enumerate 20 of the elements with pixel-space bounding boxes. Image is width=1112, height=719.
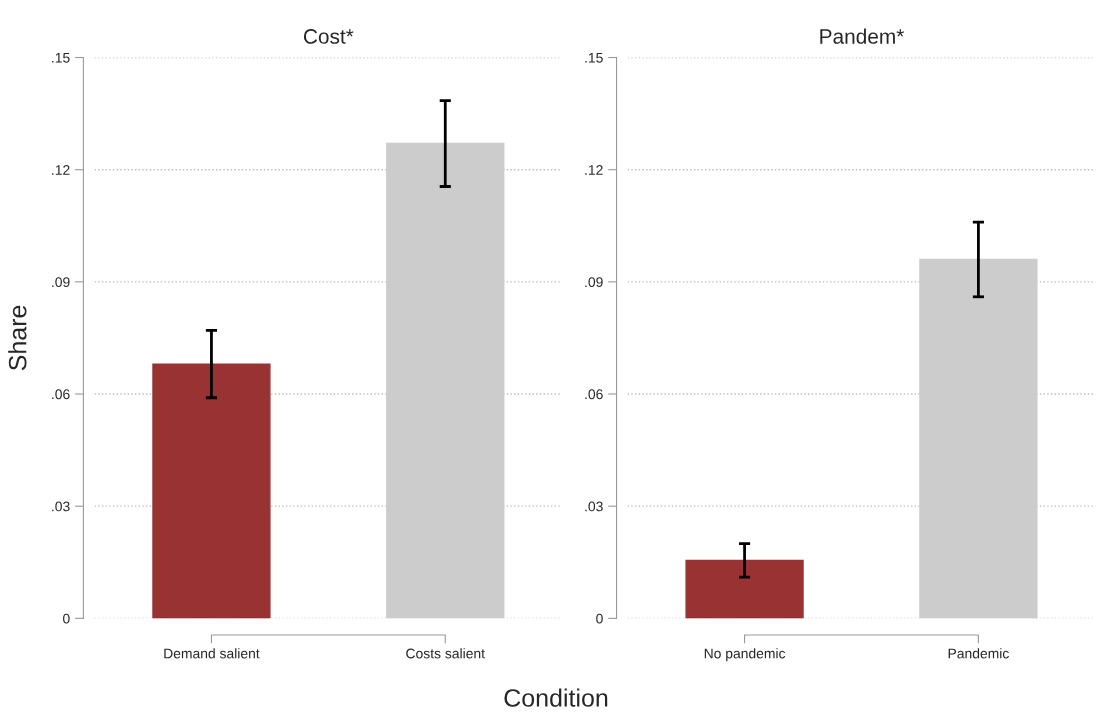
x-tick-label: No pandemic <box>704 648 786 662</box>
y-tick-label: .12 <box>52 165 70 175</box>
y-tick-label: .03 <box>52 501 70 512</box>
y-tick-label: .06 <box>52 389 70 400</box>
chart-title: Pandem* <box>820 28 905 44</box>
y-tick-label: .15 <box>585 53 603 63</box>
y-tick-label: .12 <box>585 165 603 175</box>
y-tick-label: .03 <box>585 501 603 512</box>
y-tick-label: .15 <box>52 53 70 63</box>
x-tick-label: Pandemic <box>948 648 1009 659</box>
x-axis-title: Condition <box>504 688 608 707</box>
y-tick-label: .06 <box>585 389 603 400</box>
y-tick-label: 0 <box>63 613 70 624</box>
y-tick-label: 0 <box>596 613 603 624</box>
y-axis-title: Share <box>8 305 27 371</box>
x-tick-label: Demand salient <box>164 648 260 659</box>
chart-title: Cost* <box>303 29 354 44</box>
y-tick-label: .09 <box>52 277 70 288</box>
y-tick-label: .09 <box>585 277 603 288</box>
x-tick-label: Costs salient <box>406 648 485 659</box>
